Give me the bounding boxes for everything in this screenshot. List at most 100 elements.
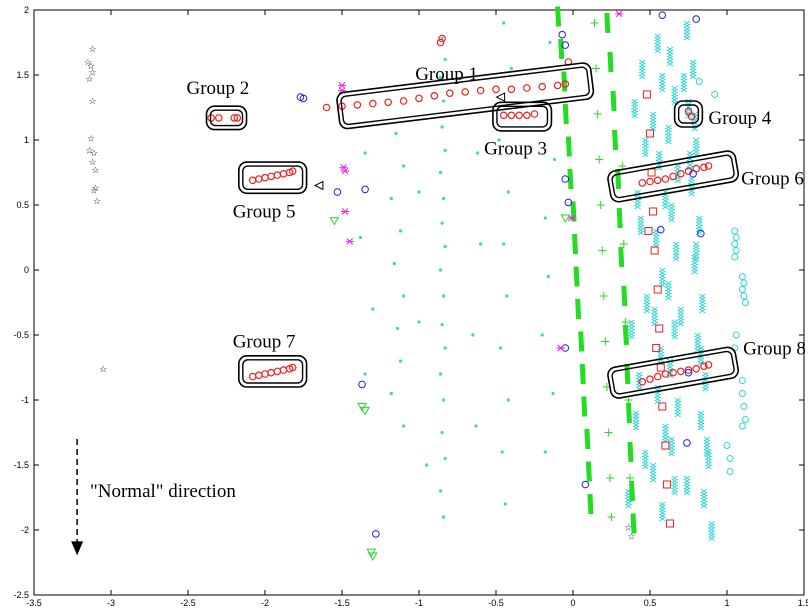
data-point xyxy=(628,319,635,340)
data-point xyxy=(363,151,367,155)
data-point xyxy=(230,114,239,122)
data-point xyxy=(442,515,446,519)
data-point-x-stroke xyxy=(654,399,661,405)
data-point xyxy=(639,59,646,80)
data-point xyxy=(552,157,557,162)
data-point: ☆ xyxy=(88,157,96,167)
data-point xyxy=(443,57,447,62)
y-tick-label: 2 xyxy=(24,5,29,15)
data-point: ☆ xyxy=(87,61,95,71)
data-point xyxy=(598,246,607,255)
data-point xyxy=(659,72,666,93)
data-point xyxy=(621,318,630,326)
data-point xyxy=(621,285,628,307)
data-point xyxy=(358,380,366,389)
data-point xyxy=(556,344,565,352)
group-label: Group 6 xyxy=(741,168,804,189)
data-point xyxy=(661,175,670,183)
data-point xyxy=(618,162,627,170)
data-point xyxy=(581,396,588,417)
data-point xyxy=(538,82,547,91)
data-point xyxy=(738,286,746,293)
data-point-x-stroke xyxy=(705,464,712,470)
x-tick-label: -3.5 xyxy=(26,598,42,608)
y-tick-label: -2 xyxy=(21,525,29,535)
x-tick-label: -2.5 xyxy=(180,598,196,608)
data-point xyxy=(649,462,657,483)
group-label: Group 7 xyxy=(233,331,296,352)
x-tick-label: -1 xyxy=(415,598,423,608)
group-box xyxy=(205,105,248,131)
data-point xyxy=(676,170,685,178)
data-point xyxy=(402,294,406,298)
data-point xyxy=(650,246,659,255)
data-point xyxy=(662,480,671,489)
data-point xyxy=(267,368,275,377)
data-point xyxy=(661,370,670,378)
data-point xyxy=(402,164,406,168)
data-point xyxy=(502,21,506,25)
data-point xyxy=(395,326,400,331)
data-point xyxy=(558,38,565,60)
group-label: Group 8 xyxy=(743,339,806,360)
data-point xyxy=(438,34,446,43)
data-point xyxy=(341,208,350,215)
data-point-x-stroke xyxy=(674,178,681,184)
data-point-x-stroke xyxy=(683,35,691,41)
group-label: Group 5 xyxy=(233,202,296,223)
data-point xyxy=(442,99,446,103)
data-point xyxy=(507,111,516,120)
data-point xyxy=(695,78,703,85)
data-point xyxy=(654,33,661,54)
data-point xyxy=(704,361,713,369)
x-tick-label: -3 xyxy=(107,598,115,608)
x-tick-label: 1 xyxy=(724,598,729,608)
data-point xyxy=(442,196,446,201)
data-point xyxy=(672,241,680,262)
data-point xyxy=(417,320,421,324)
group-box-inner xyxy=(611,350,735,395)
data-point-x-stroke xyxy=(691,269,698,275)
data-point xyxy=(627,441,634,463)
data-point xyxy=(646,375,654,384)
data-point xyxy=(651,306,658,327)
data-point xyxy=(629,480,636,502)
data-point-x-stroke xyxy=(699,308,706,314)
data-point-x-stroke xyxy=(688,191,695,197)
data-point xyxy=(471,333,475,337)
data-point xyxy=(543,216,547,220)
data-point xyxy=(288,167,297,176)
group-box-inner xyxy=(496,105,549,128)
data-point xyxy=(399,97,408,105)
data-point xyxy=(592,64,601,73)
data-point xyxy=(367,552,378,562)
data-point xyxy=(631,98,638,119)
data-point xyxy=(353,101,362,109)
data-point xyxy=(665,124,672,145)
data-point xyxy=(610,90,617,112)
data-point xyxy=(593,110,602,118)
data-point xyxy=(555,6,562,27)
data-point: ☆ xyxy=(90,148,98,158)
data-point-x-stroke xyxy=(639,74,646,80)
data-point-x-stroke xyxy=(665,139,672,145)
y-tick-label: 1 xyxy=(24,135,29,145)
data-point-x-stroke xyxy=(697,425,705,431)
group-box-outer xyxy=(205,105,248,131)
data-point xyxy=(624,396,633,404)
data-point-x-stroke xyxy=(672,256,680,262)
data-point xyxy=(630,513,637,534)
data-point xyxy=(581,480,590,489)
group-box-inner xyxy=(340,66,590,126)
data-point xyxy=(333,188,342,196)
data-point xyxy=(506,398,510,402)
data-point xyxy=(530,110,539,118)
data-point xyxy=(567,168,574,190)
data-point xyxy=(341,167,350,175)
data-point xyxy=(732,331,740,339)
arrow-head xyxy=(71,541,84,556)
data-point xyxy=(616,207,623,229)
data-point xyxy=(683,475,691,496)
data-point xyxy=(683,439,691,447)
data-point-x-stroke xyxy=(692,256,700,262)
